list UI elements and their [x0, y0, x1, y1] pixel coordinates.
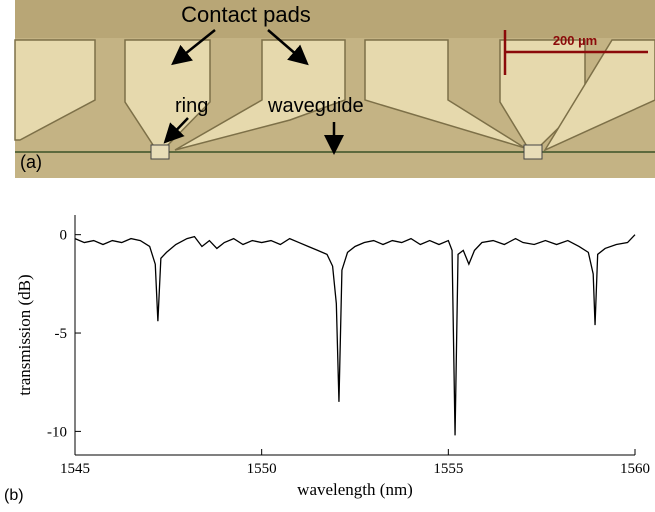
x-axis-label: wavelength (nm)	[297, 480, 413, 499]
label-waveguide: waveguide	[267, 95, 364, 117]
pads	[14, 39, 655, 152]
ring-device	[150, 144, 170, 160]
panel-label: (b)	[4, 487, 24, 504]
panel-label: (a)	[20, 152, 42, 172]
x-tick-label: 1560	[620, 461, 650, 477]
scale-label: 200 µm	[553, 33, 597, 48]
arrow	[171, 29, 216, 66]
y-axis-label: transmission (dB)	[15, 274, 34, 395]
label-contact-pads: Contact pads	[181, 2, 311, 27]
upper-region	[15, 0, 655, 38]
x-tick-label: 1555	[433, 461, 463, 477]
transmission-line	[74, 234, 636, 436]
y-tick-label: -5	[55, 326, 68, 342]
arrow	[267, 29, 309, 66]
chart: 0 -5 -10 1545 1550 1555 1560 wavelength (nm) tra…	[15, 215, 650, 499]
arrow	[163, 117, 189, 144]
y-tick-label: -10	[47, 424, 67, 440]
micrograph: 200 µm Contact pads ring waveguide (a)	[14, 0, 655, 178]
ring-device	[523, 144, 543, 160]
x-tick-label: 1550	[247, 461, 277, 477]
y-tick-label: 0	[60, 228, 68, 244]
label-ring: ring	[175, 95, 208, 117]
x-tick-label: 1545	[60, 461, 90, 477]
